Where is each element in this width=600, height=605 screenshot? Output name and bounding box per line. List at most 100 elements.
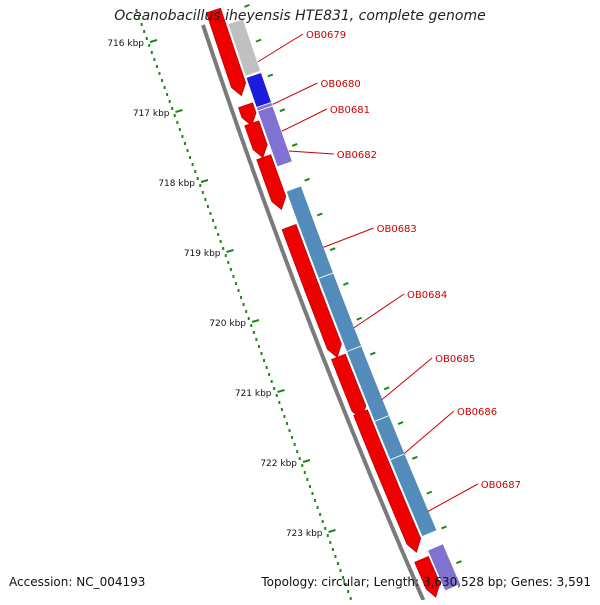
ruler-tick-label: 716 kbp <box>107 39 144 49</box>
ruler-dot <box>150 51 153 54</box>
ruler-dot <box>155 65 158 68</box>
ruler-dot <box>199 184 202 187</box>
ruler-tick-label: 719 kbp <box>184 249 221 259</box>
ruler-dot <box>168 100 171 103</box>
ruler-dot <box>250 324 253 327</box>
ruler-dot <box>339 569 342 572</box>
ruler-dot <box>242 303 245 306</box>
ruler-dot <box>273 387 276 390</box>
ruler-dot <box>158 72 161 75</box>
ruler-dot <box>331 548 334 551</box>
ruler-tick <box>149 39 158 43</box>
ruler-dot <box>278 401 281 404</box>
ruler-dot <box>196 177 199 180</box>
ruler-dot <box>336 562 339 565</box>
gene-label-leader <box>403 410 455 455</box>
ruler-dot <box>257 345 260 348</box>
feature-ob0682 <box>257 105 293 168</box>
ruler-dot <box>206 205 209 208</box>
reverse-gene <box>238 102 257 127</box>
ruler-dot <box>135 9 138 12</box>
ruler-dot <box>291 436 294 439</box>
ruler-dot <box>237 289 240 292</box>
ruler-dot <box>245 310 248 313</box>
ruler-dot <box>265 366 268 369</box>
strand-tick-marks <box>244 3 462 565</box>
gene-labels: OB0679 OB0680 OB0681 OB0682 OB0683 OB0684 OB06… <box>257 30 521 512</box>
ruler-tick <box>302 459 311 463</box>
gene-label: OB0683 <box>377 224 417 235</box>
ruler-tick-label: 721 kbp <box>235 389 272 399</box>
ruler-dot <box>229 268 232 271</box>
ruler-dot <box>189 156 192 159</box>
ruler-dot <box>334 555 337 558</box>
ruler-dot <box>166 93 169 96</box>
ruler-dot <box>173 114 176 117</box>
ruler-dot <box>201 191 204 194</box>
ruler-tick-label: 722 kbp <box>260 459 297 469</box>
ruler-dot <box>183 142 186 145</box>
genome-backbone <box>201 24 426 601</box>
gene-label: OB0686 <box>457 407 497 418</box>
ruler-dot <box>314 499 317 502</box>
ruler-tick <box>226 249 234 253</box>
strand-tick <box>342 282 349 286</box>
ruler-dot <box>347 590 350 593</box>
ruler-dot <box>260 352 263 355</box>
ruler-tick <box>328 529 336 533</box>
strand-tick <box>383 386 390 391</box>
ruler-dot <box>268 373 271 376</box>
ruler-dot <box>288 429 291 432</box>
ruler-tick <box>277 389 285 393</box>
ruler-dot <box>191 163 194 166</box>
ruler-dot <box>153 58 156 61</box>
gene-label: OB0687 <box>481 480 521 491</box>
ruler-dot <box>232 275 235 278</box>
ruler-dot <box>143 30 146 33</box>
ruler-dot <box>209 212 212 215</box>
ruler-dot <box>186 149 189 152</box>
ruler-tick-label: 717 kbp <box>133 109 170 119</box>
ruler-dot <box>214 226 217 229</box>
ruler-dot <box>247 317 250 320</box>
ruler-dot <box>301 464 304 467</box>
ruler-dot <box>212 219 215 222</box>
ruler-dot <box>324 527 327 530</box>
strand-tick <box>304 177 310 182</box>
ruler-dot <box>293 443 296 446</box>
ruler-dot <box>138 16 141 19</box>
strand-tick <box>455 560 462 565</box>
ruler-dot <box>171 107 174 110</box>
ruler-dot <box>344 583 347 586</box>
gene-label-leader <box>381 357 433 400</box>
ruler-dot <box>161 79 164 82</box>
map-title: Oceanobacillus iheyensis HTE831, complet… <box>114 8 486 24</box>
strand-tick <box>255 38 262 43</box>
ruler-dot <box>178 128 181 131</box>
ruler-dot <box>217 233 220 236</box>
reverse-gene <box>205 7 247 97</box>
ruler-dot <box>222 247 225 250</box>
strand-tick <box>291 142 298 147</box>
strand-tick <box>267 73 274 78</box>
backbone-line <box>201 24 426 601</box>
ruler-dot <box>275 394 278 397</box>
strand-tick <box>369 351 376 356</box>
ruler-dot <box>270 380 273 383</box>
ruler-dot <box>227 261 230 264</box>
gene-label-leader <box>281 108 328 132</box>
ruler-dot <box>263 359 266 362</box>
strand-tick <box>397 421 404 425</box>
gene-label-leader <box>427 483 479 512</box>
reverse-gene <box>414 555 441 598</box>
ruler-dot <box>316 506 319 509</box>
ruler-dot <box>283 415 286 418</box>
ruler-dot <box>329 541 332 544</box>
ruler-tick-label: 720 kbp <box>209 319 246 329</box>
ruler-dot <box>285 422 288 425</box>
strand-tick <box>329 247 336 252</box>
strand-tick <box>279 108 286 113</box>
gene-label: OB0680 <box>321 79 361 90</box>
ruler-dot <box>255 338 258 341</box>
ruler-dot <box>280 408 283 411</box>
